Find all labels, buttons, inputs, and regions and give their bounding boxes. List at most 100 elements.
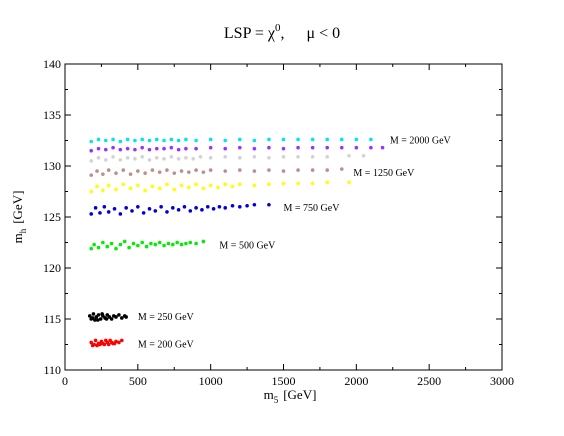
y-tick-label: 140 [43, 57, 61, 71]
data-point [114, 315, 118, 319]
data-point [95, 343, 99, 348]
data-point [191, 157, 195, 161]
data-point [230, 203, 235, 208]
data-point [267, 145, 271, 150]
data-point [184, 156, 188, 160]
title-prefix: LSP = χ [224, 25, 276, 42]
data-point [198, 155, 203, 159]
data-point [106, 183, 111, 188]
series-annotation: M = 2000 GeV [390, 136, 452, 147]
data-point [230, 184, 235, 189]
data-point [140, 145, 145, 150]
data-point [98, 317, 103, 321]
x-label-sub: 5 [274, 395, 279, 405]
data-point [106, 168, 111, 172]
data-point [125, 156, 130, 160]
data-point [140, 240, 145, 245]
data-point [170, 206, 175, 210]
data-point [310, 155, 315, 159]
data-point [106, 210, 111, 214]
y-tick-label: 115 [43, 312, 61, 326]
data-point [281, 155, 286, 159]
y-tick-label: 135 [43, 108, 61, 122]
data-point [144, 244, 149, 249]
data-point [121, 168, 126, 172]
data-point [223, 206, 228, 210]
title-condition: μ < 0 [307, 25, 341, 42]
data-point [175, 240, 179, 245]
data-point [296, 168, 300, 172]
data-point [87, 314, 92, 318]
data-point [179, 169, 184, 173]
data-point [296, 145, 300, 150]
data-point [133, 138, 137, 143]
data-point [238, 205, 242, 209]
data-point [133, 147, 137, 152]
data-point [217, 205, 222, 209]
data-point [176, 138, 181, 143]
data-point [92, 242, 96, 247]
y-axis-label: mh [GeV] [10, 191, 28, 244]
data-point [95, 318, 100, 322]
data-point [111, 137, 115, 142]
data-point [96, 137, 101, 142]
data-point [157, 170, 162, 174]
data-point [245, 203, 249, 208]
data-point [112, 341, 117, 346]
data-point [354, 137, 359, 142]
data-point [118, 212, 123, 216]
data-point [101, 172, 105, 176]
data-point [267, 156, 271, 160]
data-point [157, 240, 162, 245]
data-point [252, 202, 257, 207]
data-point [347, 180, 351, 185]
data-point [187, 185, 191, 190]
data-point [118, 139, 123, 144]
data-point [157, 186, 162, 191]
series-annotation: M = 250 GeV [138, 312, 195, 323]
data-point [95, 169, 99, 173]
data-point [238, 137, 242, 142]
data-point [325, 168, 330, 172]
data-point [347, 154, 351, 158]
data-point [179, 242, 184, 247]
data-point [90, 343, 95, 348]
data-point [176, 147, 181, 152]
data-point [103, 138, 108, 143]
data-point [194, 241, 198, 246]
y-label-sub: h [18, 228, 28, 233]
data-point [154, 146, 159, 151]
x-label-main: m [264, 387, 274, 402]
data-point [124, 315, 128, 319]
data-point [103, 147, 108, 152]
data-point [169, 155, 174, 159]
data-point [109, 340, 114, 345]
data-point [296, 181, 300, 186]
data-point [238, 156, 242, 160]
data-point [223, 138, 228, 143]
data-point [89, 159, 94, 163]
series-6 [89, 167, 344, 177]
data-point [208, 156, 213, 160]
data-point [147, 207, 152, 211]
data-point [114, 171, 118, 175]
x-tick-label: 2000 [344, 374, 368, 388]
title-suffix: , [281, 25, 285, 42]
data-point [133, 157, 137, 161]
plot-frame [64, 63, 503, 371]
data-point [169, 137, 174, 142]
series-annotation: M = 500 GeV [219, 241, 276, 252]
data-point [380, 145, 385, 150]
data-point [111, 155, 115, 159]
data-point [95, 184, 99, 189]
series-2 [87, 312, 128, 322]
data-point [361, 154, 366, 158]
data-point [252, 169, 257, 173]
data-point [223, 155, 228, 159]
data-point [169, 145, 174, 150]
series-annotation: M = 1250 GeV [353, 168, 415, 179]
data-point [89, 173, 94, 177]
series-8 [89, 145, 385, 153]
data-point [120, 316, 124, 320]
